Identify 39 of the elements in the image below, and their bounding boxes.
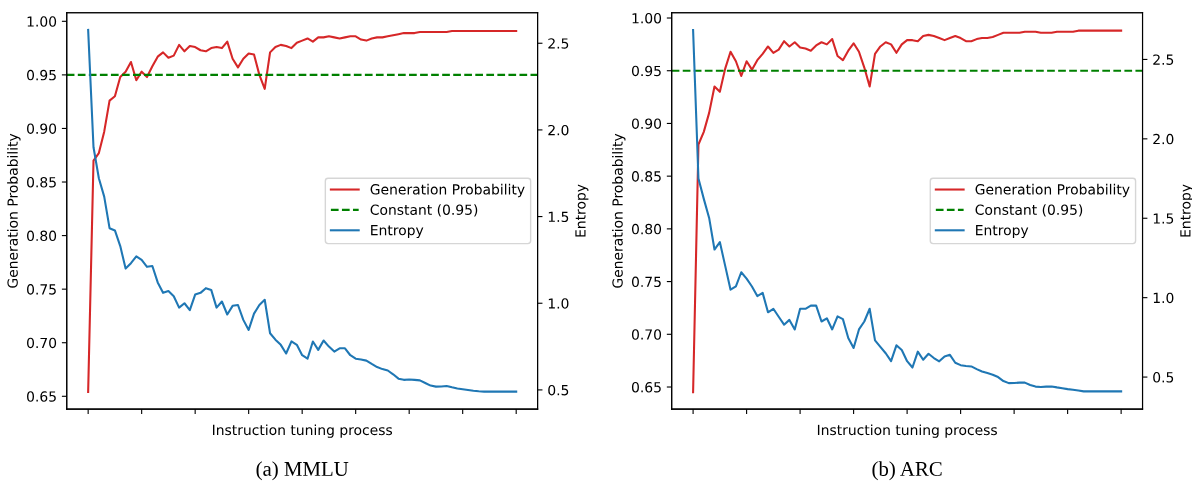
y2-axis-title: Entropy [575,184,589,237]
y-tick-label: 0.75 [27,284,56,295]
legend-label: Entropy [371,225,424,239]
text: (b) ARC [872,461,942,481]
legend-label: Generation Probability [370,183,525,198]
y2-tick-label: 1.5 [1153,213,1174,224]
y-axis-title: Generation Probability [612,133,626,288]
y-tick-label: 0.65 [27,391,56,402]
y2-tick-label: 2.0 [548,124,569,136]
y2-tick-label: 1.0 [1153,292,1174,304]
y2-tick-label: 0.5 [548,384,569,396]
y2-tick-label: 2.5 [1153,54,1174,65]
y-tick-label: 0.90 [27,123,57,134]
y-tick-label: 0.85 [27,176,56,188]
y-tick-label: 0.85 [631,171,661,182]
x-axis-title: Instruction tuning process [213,424,393,438]
x-axis-title: Instruction tuning process [817,424,997,438]
legend-label: Entropy [976,225,1029,239]
y-tick-label: 0.90 [631,118,662,129]
legend-label: Generation Probability [975,183,1130,198]
y-tick-label: 0.70 [631,329,662,340]
text: (a) MMLU [256,461,349,481]
legend-label: Constant (0.95) [370,204,478,217]
y-tick-label: 1.00 [632,12,662,24]
y2-tick-label: 2.5 [548,38,569,49]
y-tick-label: 0.65 [631,381,661,393]
y-tick-label: 0.95 [27,69,56,81]
y2-tick-label: 0.5 [1153,372,1174,383]
y-tick-label: 0.80 [631,223,662,235]
y-tick-label: 0.95 [631,65,661,77]
y2-tick-label: 1.0 [548,298,569,309]
y-tick-label: 1.00 [27,16,57,27]
y2-tick-label: 2.0 [1153,133,1174,145]
legend-label: Constant (0.95) [975,204,1083,217]
y-tick-label: 0.80 [27,230,57,242]
y-tick-label: 0.75 [631,276,661,288]
y-tick-label: 0.70 [27,337,57,349]
y-axis-title: Generation Probability [7,133,21,288]
y2-tick-label: 1.5 [548,211,569,223]
